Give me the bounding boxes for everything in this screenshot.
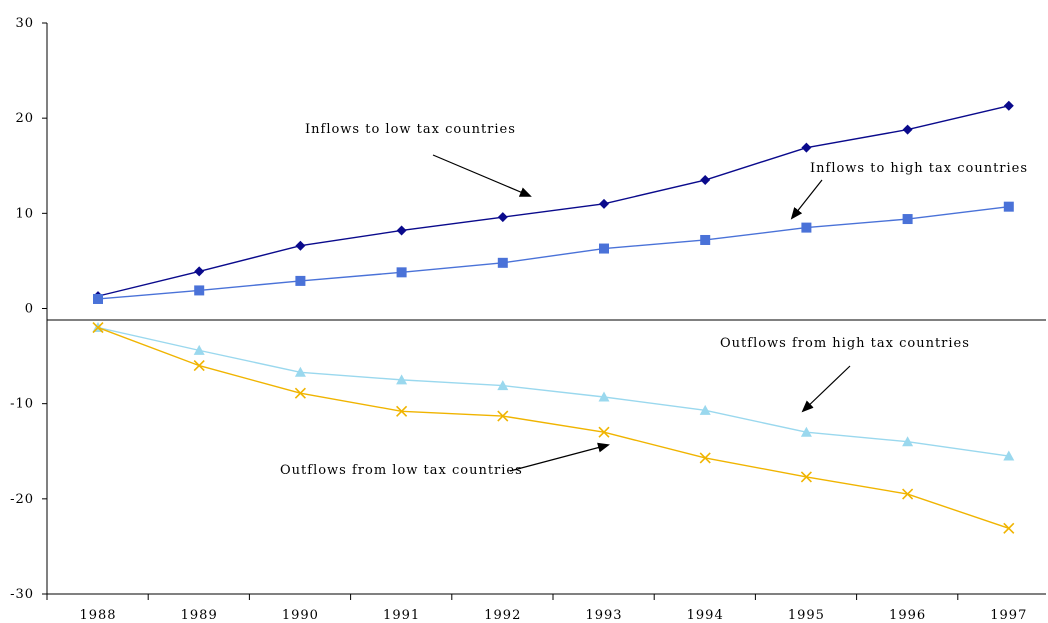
- data-point: [396, 374, 408, 385]
- y-tick-label: 10: [15, 206, 34, 221]
- data-point: [396, 267, 407, 278]
- x-tick-label: 1993: [585, 608, 622, 623]
- data-point: [902, 436, 914, 447]
- data-point: [193, 344, 205, 355]
- data-point: [599, 243, 609, 254]
- data-point: [801, 222, 812, 233]
- annotation-label: Outflows from low tax countries: [280, 463, 523, 478]
- data-point: [801, 142, 812, 153]
- data-point: [194, 285, 205, 296]
- data-point: [497, 257, 508, 268]
- y-tick-label: 0: [25, 302, 34, 317]
- annotation-inflows-low: Inflows to low tax countries: [305, 122, 532, 197]
- x-tick-label: 1996: [889, 608, 926, 623]
- data-point: [193, 360, 205, 372]
- annotation-outflows-low: Outflows from low tax countries: [280, 442, 610, 478]
- data-point: [396, 405, 408, 417]
- data-point: [699, 452, 711, 464]
- data-point: [598, 391, 610, 402]
- y-tick-label: 20: [15, 111, 34, 126]
- data-point: [699, 404, 711, 415]
- data-point: [295, 240, 306, 251]
- annotation-label: Inflows to low tax countries: [305, 122, 516, 137]
- series-0: [93, 100, 1014, 302]
- data-point: [294, 387, 306, 399]
- data-point: [497, 380, 509, 391]
- data-point: [800, 426, 812, 437]
- y-tick-label: -10: [10, 397, 34, 412]
- data-point: [1003, 450, 1015, 461]
- y-tick-label: -20: [10, 492, 34, 507]
- data-point: [497, 410, 509, 422]
- data-point: [800, 471, 812, 483]
- data-point: [598, 426, 610, 438]
- data-point: [700, 234, 711, 245]
- annotation-arrow: [432, 154, 532, 197]
- data-point: [599, 198, 609, 209]
- data-point: [902, 488, 914, 500]
- y-axis: 30 20 10 0 -10 -20 -30: [10, 16, 48, 602]
- data-point: [295, 275, 306, 286]
- data-point: [497, 212, 508, 223]
- x-tick-label: 1990: [282, 608, 319, 623]
- data-point: [294, 366, 306, 377]
- data-point: [1003, 100, 1014, 111]
- data-point: [1003, 201, 1014, 212]
- data-point: [902, 214, 913, 225]
- data-point: [1003, 522, 1015, 534]
- annotation-label: Inflows to high tax countries: [810, 161, 1028, 176]
- data-point: [194, 266, 205, 277]
- series-line: [97, 326, 1010, 529]
- annotation-outflows-high: Outflows from high tax countries: [720, 336, 970, 413]
- annotation-arrow: [790, 179, 823, 220]
- data-point: [93, 293, 103, 304]
- annotation-label: Outflows from high tax countries: [720, 336, 970, 351]
- y-tick-label: 30: [15, 16, 34, 31]
- data-point: [700, 175, 711, 186]
- x-tick-label: 1995: [788, 608, 825, 623]
- data-point: [92, 321, 104, 334]
- series-1: [93, 201, 1014, 304]
- series-line: [97, 326, 1009, 457]
- series-line: [97, 105, 1009, 297]
- series-3: [92, 321, 1015, 534]
- annotation-arrow: [801, 365, 851, 413]
- x-tick-label: 1994: [687, 608, 724, 623]
- data-point: [902, 124, 913, 135]
- x-tick-label: 1989: [181, 608, 218, 623]
- series-layer: [92, 100, 1015, 534]
- series-line: [97, 205, 1009, 300]
- data-point: [396, 225, 407, 236]
- x-tick-label: 1997: [990, 608, 1027, 623]
- annotation-inflows-high: Inflows to high tax countries: [790, 161, 1028, 220]
- y-tick-label: -30: [10, 587, 34, 602]
- x-axis: 1988 1989 1990 1991 1992 1993 1994 1995 1996 1997: [46, 319, 1046, 623]
- x-tick-label: 1988: [79, 608, 116, 623]
- annotation-arrow: [509, 442, 610, 472]
- x-tick-label: 1991: [383, 608, 420, 623]
- x-tick-label: 1992: [484, 608, 521, 623]
